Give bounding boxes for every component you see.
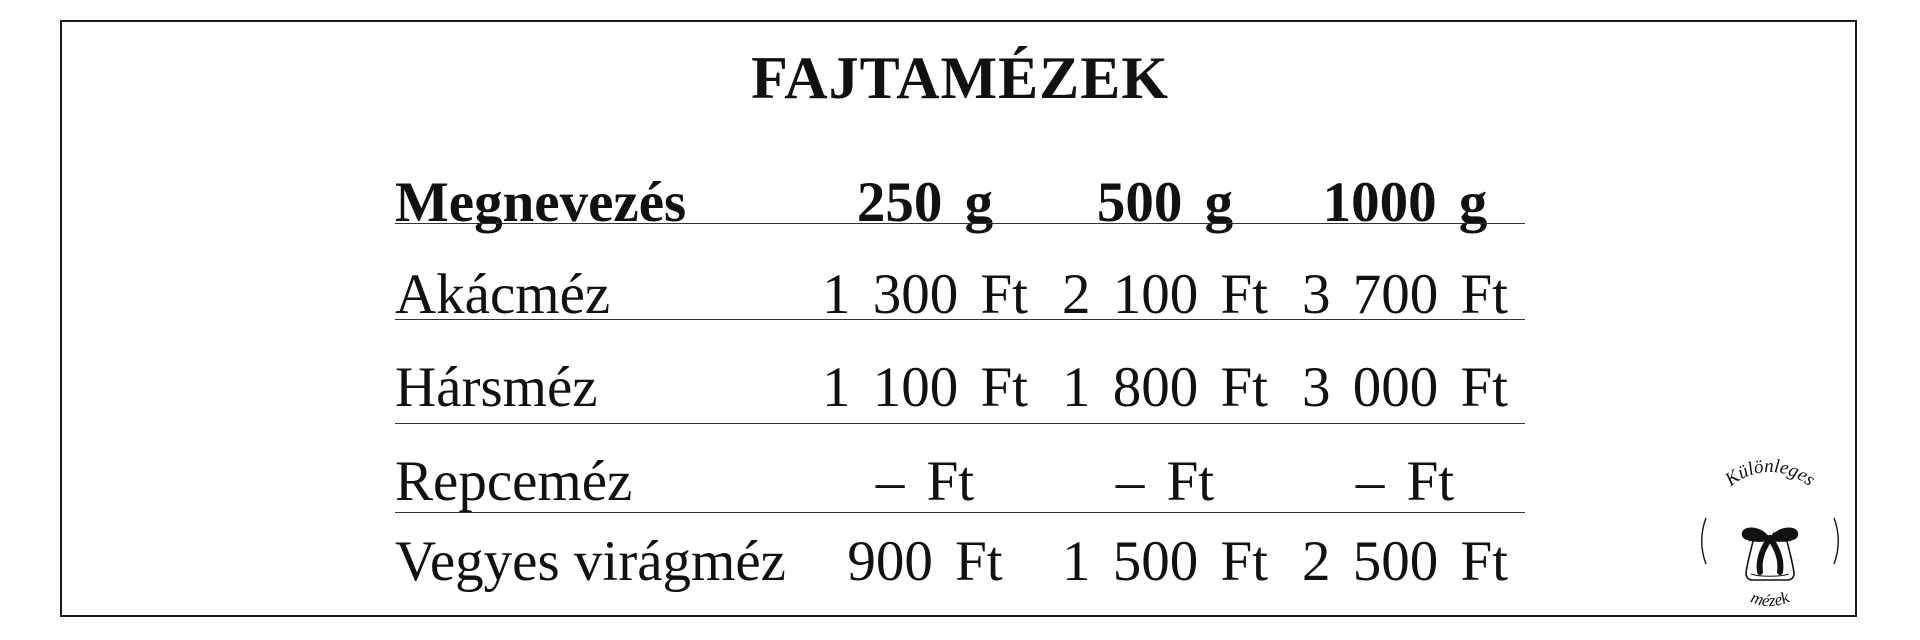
svg-text:mézek: mézek	[1748, 587, 1792, 610]
